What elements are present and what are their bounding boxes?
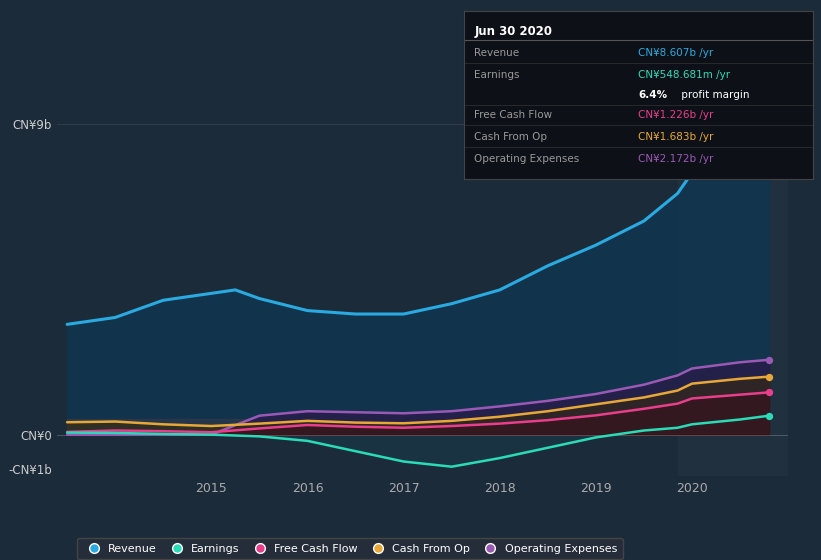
Text: Operating Expenses: Operating Expenses bbox=[475, 154, 580, 164]
Text: CN¥1.683b /yr: CN¥1.683b /yr bbox=[639, 132, 713, 142]
Point bbox=[763, 388, 776, 397]
Text: CN¥8.607b /yr: CN¥8.607b /yr bbox=[639, 48, 713, 58]
Text: CN¥2.172b /yr: CN¥2.172b /yr bbox=[639, 154, 713, 164]
Text: Free Cash Flow: Free Cash Flow bbox=[475, 110, 553, 120]
Text: profit margin: profit margin bbox=[678, 90, 750, 100]
Point bbox=[763, 355, 776, 364]
Text: CN¥548.681m /yr: CN¥548.681m /yr bbox=[639, 70, 731, 80]
Text: CN¥1.226b /yr: CN¥1.226b /yr bbox=[639, 110, 713, 120]
Text: Cash From Op: Cash From Op bbox=[475, 132, 548, 142]
Text: Revenue: Revenue bbox=[475, 48, 520, 58]
Text: 6.4%: 6.4% bbox=[639, 90, 667, 100]
Point bbox=[763, 411, 776, 420]
Text: Earnings: Earnings bbox=[475, 70, 520, 80]
Legend: Revenue, Earnings, Free Cash Flow, Cash From Op, Operating Expenses: Revenue, Earnings, Free Cash Flow, Cash … bbox=[77, 538, 622, 559]
Text: Jun 30 2020: Jun 30 2020 bbox=[475, 25, 553, 38]
Point bbox=[763, 133, 776, 142]
Point bbox=[763, 372, 776, 381]
Bar bbox=[677, 73, 788, 476]
